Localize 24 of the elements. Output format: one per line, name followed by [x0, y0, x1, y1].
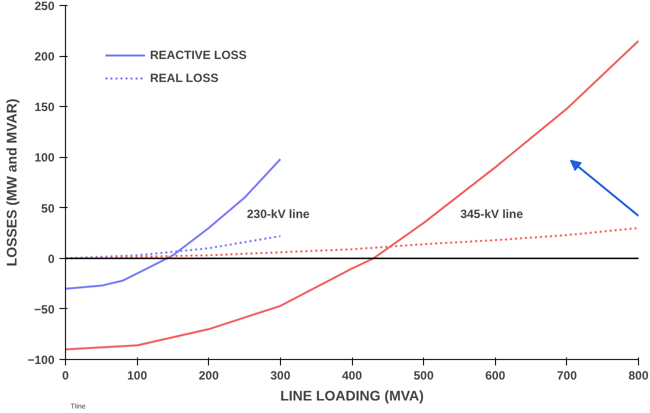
x-tick-label: 600: [485, 368, 506, 382]
x-tick-label: 0: [62, 368, 70, 382]
y-tick-label: −50: [34, 302, 55, 316]
legend-label: REACTIVE LOSS: [150, 48, 247, 62]
y-tick-label: −100: [27, 353, 55, 367]
x-tick-label: 500: [414, 368, 434, 382]
annotation: 345-kV line: [460, 206, 524, 221]
x-tick-label: 800: [628, 368, 649, 382]
y-tick-label: 100: [34, 150, 55, 165]
y-axis-title: LOSSES (MW and MVAR): [3, 98, 20, 266]
legend-label: REAL LOSS: [150, 71, 218, 85]
y-tick-label: 0: [48, 252, 55, 266]
annotation: 230-kV line: [246, 206, 310, 221]
x-tick-label: 400: [342, 368, 362, 382]
y-tick-label: 150: [34, 100, 55, 114]
x-tick-label: 700: [556, 368, 578, 382]
y-tick-label: 200: [34, 50, 55, 64]
x-tick-label: 300: [270, 368, 291, 382]
x-tick-label: 100: [127, 368, 148, 382]
y-tick-label: 250: [34, 0, 55, 13]
x-tick-label: 200: [198, 368, 220, 382]
x-axis-title: LINE LOADING (MVA): [280, 388, 424, 404]
line-series: [66, 40, 638, 350]
y-tick-label: 50: [41, 201, 55, 216]
